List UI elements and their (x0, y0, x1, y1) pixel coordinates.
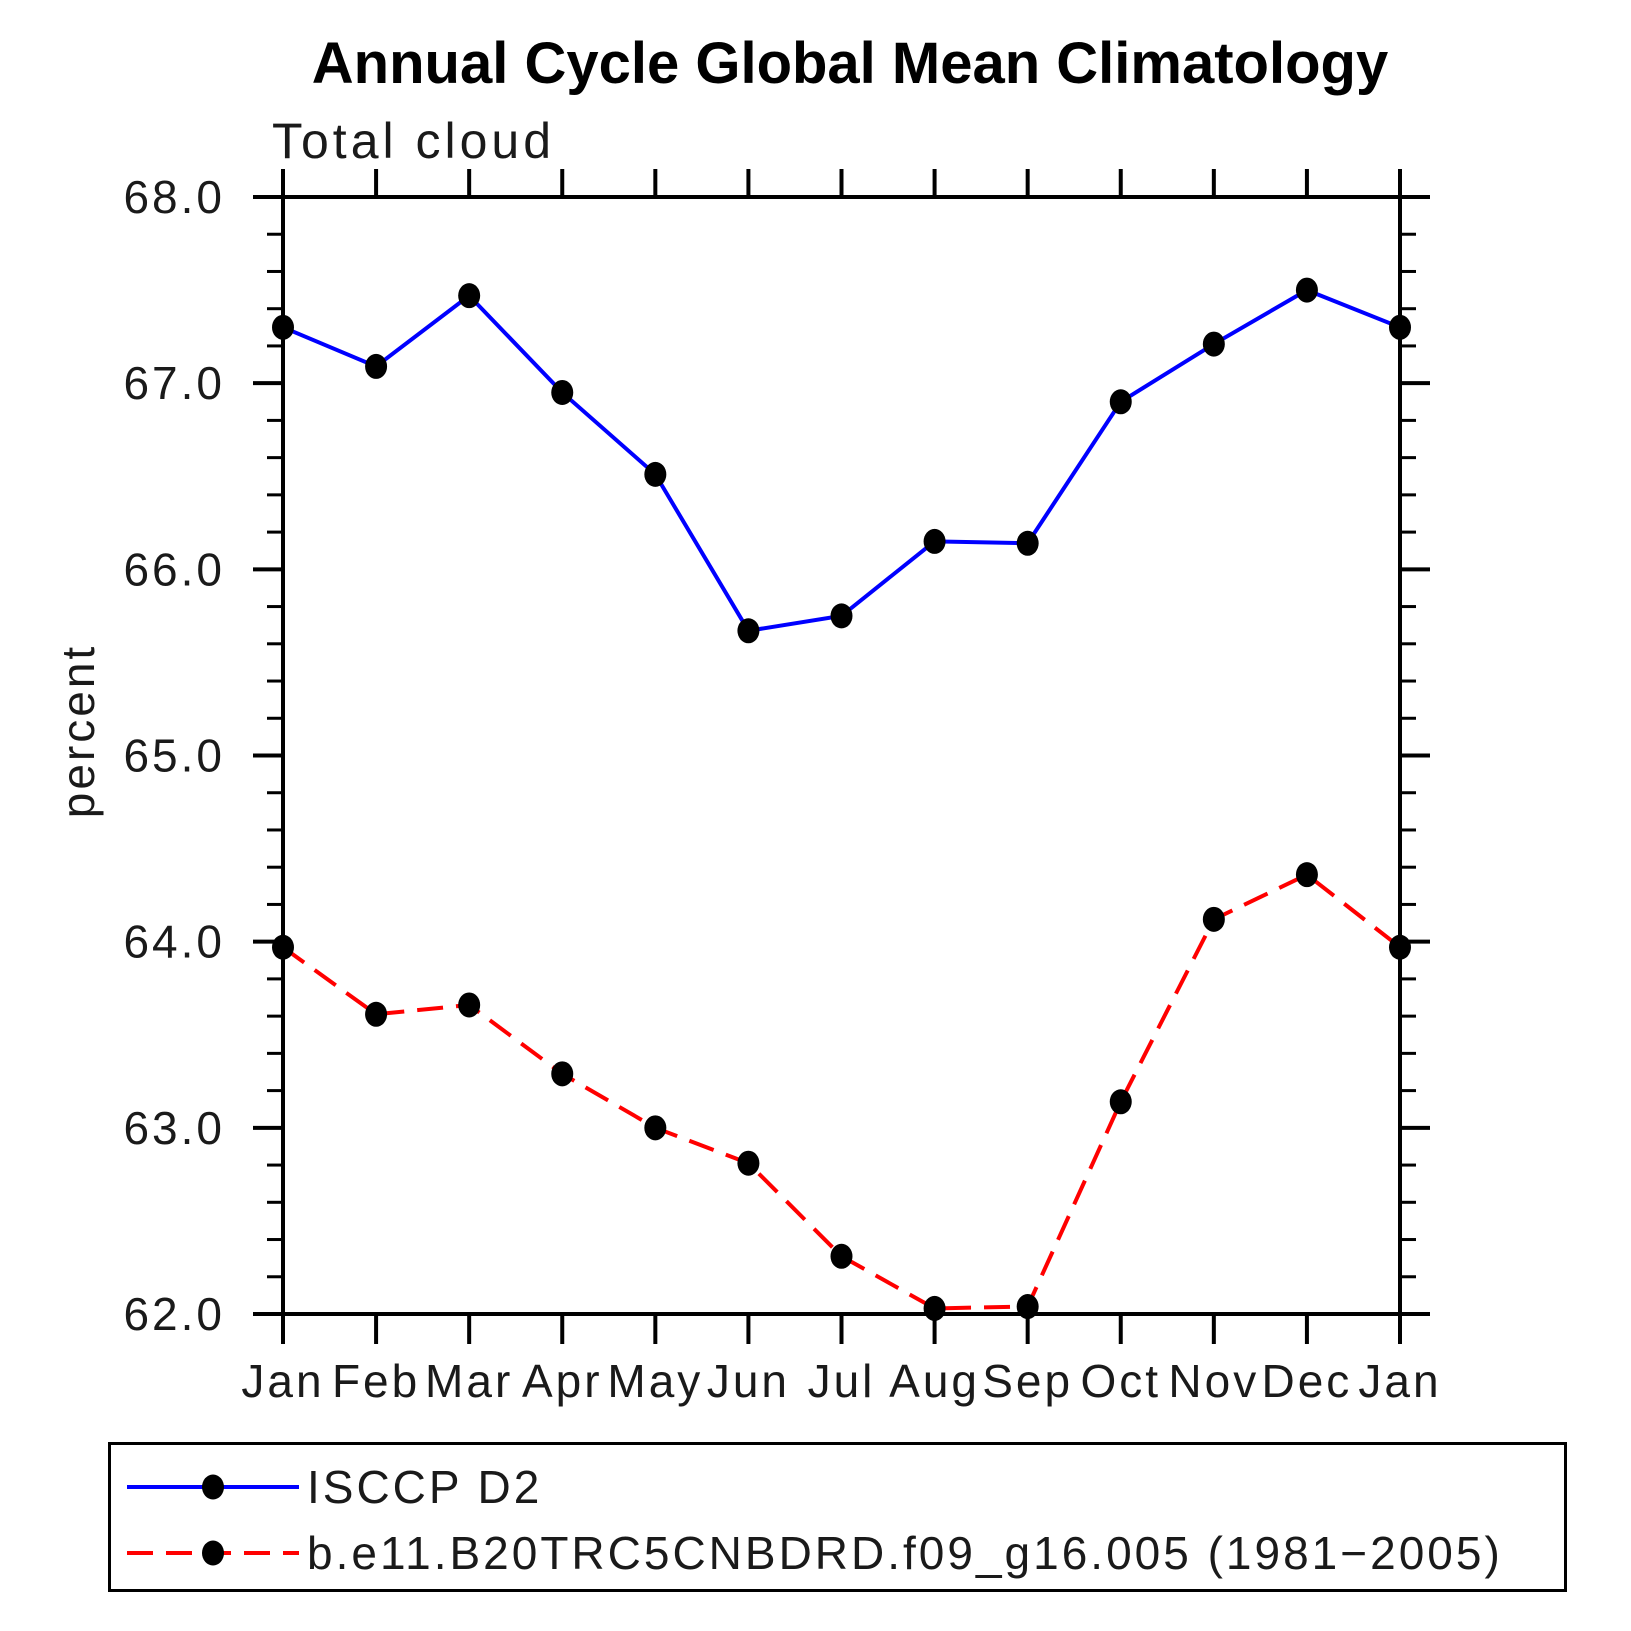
data-point-marker (644, 461, 667, 487)
x-tick-label: Aug (889, 1355, 980, 1407)
data-point-marker (923, 528, 946, 554)
legend-label-model-run: b.e11.B20TRC5CNBDRD.f09_g16.005 (1981−20… (307, 1527, 1503, 1579)
x-tick-label: Jun (707, 1355, 790, 1407)
y-tick-label: 67.0 (123, 357, 225, 409)
data-point-marker (1109, 389, 1132, 415)
series-line-isccp-d2 (282, 287, 1401, 633)
legend-sample-dashed-line (127, 1540, 299, 1566)
data-point-marker (923, 1295, 946, 1321)
y-tick-label: 68.0 (123, 171, 225, 223)
data-point-marker (1109, 1089, 1132, 1115)
data-point-marker (365, 1001, 388, 1027)
data-point-marker (830, 1243, 853, 1269)
data-point-marker (458, 992, 481, 1018)
legend: ISCCP D2 b.e11.B20TRC5CNBDRD.f09_g16.005… (108, 1442, 1567, 1592)
x-tick-label: Oct (1080, 1355, 1161, 1407)
y-tick-label: 63.0 (123, 1102, 225, 1154)
data-point-marker (365, 353, 388, 379)
data-point-marker (1016, 1294, 1039, 1320)
data-point-marker (737, 618, 760, 644)
chart-subtitle: Total cloud (272, 113, 556, 169)
data-point-marker (644, 1115, 667, 1141)
data-point-marker (1389, 934, 1411, 960)
legend-item-isccp-d2: ISCCP D2 (123, 1461, 542, 1513)
legend-item-model-run: b.e11.B20TRC5CNBDRD.f09_g16.005 (1981−20… (123, 1527, 1503, 1579)
data-point-marker (1295, 862, 1318, 888)
data-point-marker (830, 603, 853, 629)
x-tick-label: Sep (982, 1355, 1073, 1407)
y-tick-label: 65.0 (123, 730, 225, 782)
x-tick-label: Nov (1168, 1355, 1259, 1407)
data-point-marker (272, 934, 294, 960)
x-tick-label: May (607, 1355, 703, 1407)
x-tick-label: Jul (808, 1355, 876, 1407)
data-point-marker (1389, 314, 1411, 340)
data-point-marker (272, 314, 294, 340)
x-tick-label: Apr (522, 1355, 603, 1407)
x-tick-label: Mar (425, 1355, 513, 1407)
y-tick-label: 62.0 (123, 1288, 225, 1340)
legend-marker-dot (202, 1474, 224, 1500)
data-point-marker (458, 283, 481, 309)
y-tick-label: 64.0 (123, 916, 225, 968)
data-point-marker (1016, 530, 1039, 556)
x-tick-label: Dec (1262, 1355, 1353, 1407)
x-tick-label: Feb (332, 1355, 420, 1407)
legend-sample-solid-line (127, 1474, 299, 1500)
legend-label-isccp-d2: ISCCP D2 (307, 1461, 543, 1513)
data-point-marker (1295, 277, 1318, 303)
data-point-marker (551, 1061, 574, 1087)
series-line-model-run (281, 872, 1402, 1311)
x-tick-label: Jan (241, 1355, 324, 1407)
data-point-marker (737, 1150, 760, 1176)
data-point-marker (1202, 331, 1225, 357)
legend-marker-dot (202, 1540, 224, 1566)
x-tick-label: Jan (1358, 1355, 1441, 1407)
data-point-marker (1202, 906, 1225, 932)
chart-title: Annual Cycle Global Mean Climatology (311, 31, 1389, 96)
data-point-marker (551, 379, 574, 405)
y-tick-label: 66.0 (123, 543, 225, 595)
plot-frame (281, 195, 1402, 1316)
